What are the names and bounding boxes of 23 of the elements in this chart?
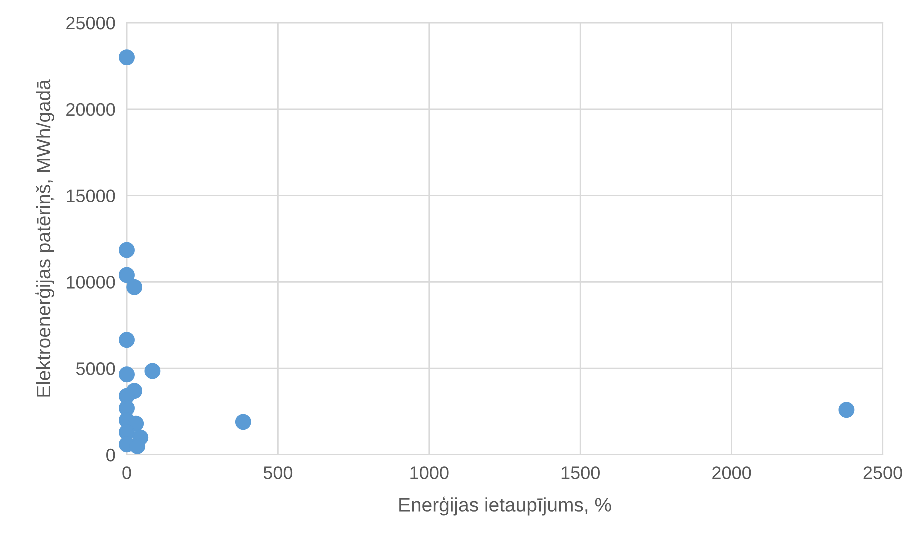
y-tick-label: 25000	[66, 16, 116, 30]
point	[144, 363, 161, 380]
x-tick-label: 1000	[410, 466, 449, 480]
x-axis-title: Enerģijas ietaupījums, %	[400, 496, 612, 516]
point	[119, 50, 135, 66]
point	[838, 402, 855, 418]
y-axis-title: Elektroenerģijas patēriņš, MWh/gadā	[36, 80, 55, 397]
y-tick-label: 0	[106, 448, 116, 462]
y-tick-label: 5000	[76, 362, 116, 376]
point	[119, 366, 135, 383]
x-tick-label: 0	[122, 466, 132, 480]
x-tick-label: 2500	[864, 466, 902, 480]
point	[235, 414, 252, 430]
y-tick-label: 10000	[67, 276, 116, 289]
x-tick-label: 500	[264, 466, 293, 480]
point	[119, 332, 135, 348]
y-tick-label: 15000	[67, 190, 116, 203]
x-tick-label: 2000	[712, 466, 752, 480]
point	[119, 267, 135, 284]
point	[126, 279, 143, 296]
x-tick-label: 1500	[562, 466, 600, 480]
y-tick-label: 20000	[66, 103, 116, 116]
point	[119, 242, 135, 258]
